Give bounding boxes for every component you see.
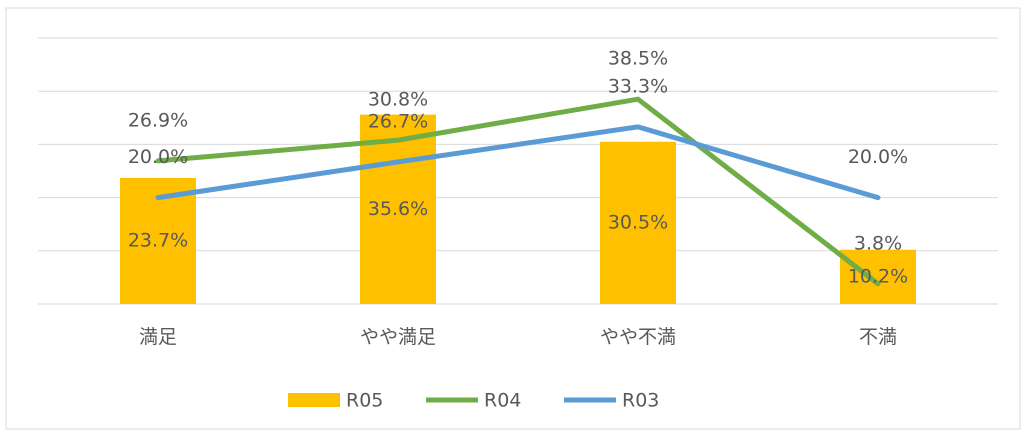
data-label: 20.0% [128,146,188,168]
x-tick-label: 満足 [139,326,177,348]
data-label: 26.9% [128,109,188,131]
data-label: 38.5% [608,48,668,70]
bar [600,141,676,304]
x-tick-label: やや不満 [600,326,676,348]
line [155,124,881,201]
x-tick-label: やや満足 [360,326,436,348]
bar [360,114,436,304]
legend-label: R03 [622,390,659,412]
line [155,96,881,287]
data-label: 26.7% [368,110,428,132]
data-label: 35.6% [368,198,428,220]
legend-label: R05 [346,390,383,412]
data-label: 30.8% [368,89,428,111]
legend-label: R04 [484,390,521,412]
data-label: 3.8% [854,232,902,254]
data-label: 10.2% [848,265,908,287]
data-label: 30.5% [608,211,668,233]
data-label: 33.3% [608,75,668,97]
bar [840,249,916,304]
data-label: 20.0% [848,146,908,168]
x-tick-label: 不満 [859,326,897,348]
legend-swatch [288,393,340,407]
data-label: 23.7% [128,229,188,251]
